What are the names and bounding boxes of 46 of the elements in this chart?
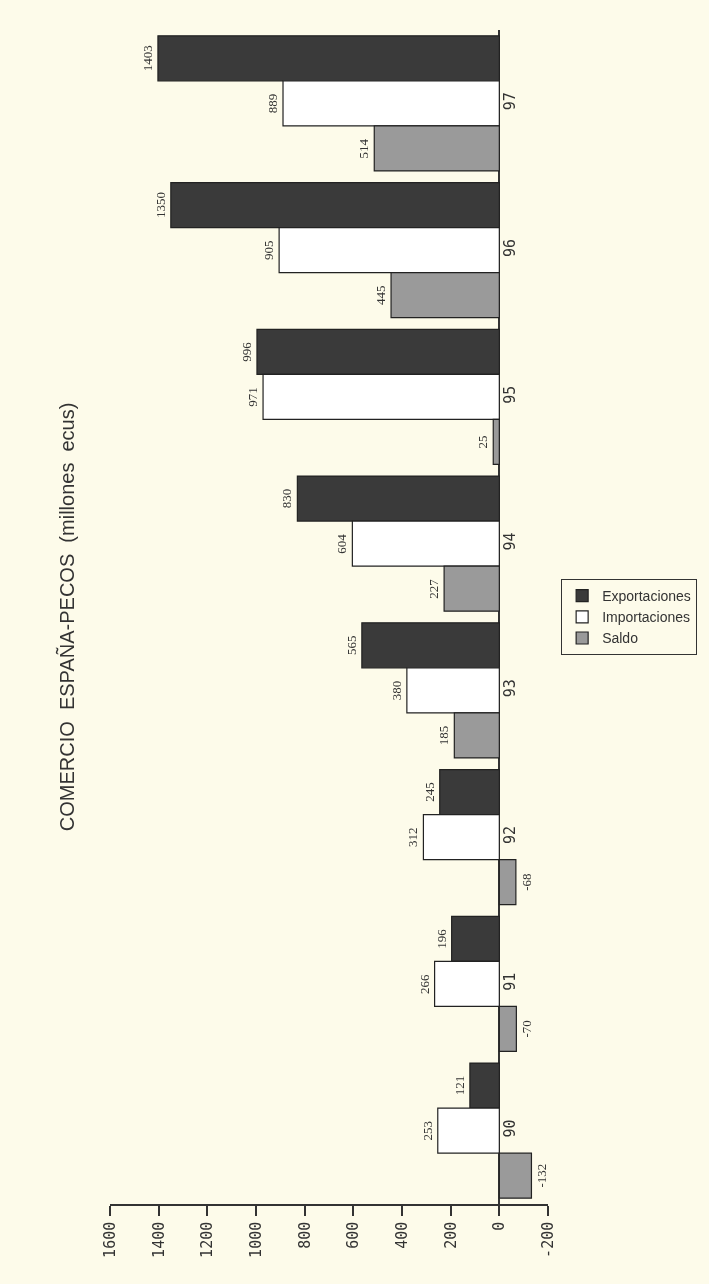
data-label: 514 — [356, 138, 372, 159]
y-tick-label: 94 — [501, 532, 520, 551]
legend-label: Exportaciones — [602, 588, 691, 605]
data-label: 1403 — [139, 45, 155, 72]
data-label: 971 — [245, 387, 261, 407]
data-label: 196 — [433, 928, 449, 949]
x-tick-label: 200 — [441, 1221, 460, 1249]
data-label: 380 — [388, 680, 404, 701]
text: COMERCIO ESPAÑA-PECOS (millones ecus) — [55, 402, 79, 832]
legend-label: Saldo — [602, 630, 639, 647]
data-label: -132 — [534, 1163, 550, 1188]
y-tick-label: 97 — [501, 92, 520, 111]
y-tick-label: 91 — [501, 972, 520, 991]
y-tick-label: 96 — [501, 238, 520, 257]
data-label: 227 — [426, 578, 442, 599]
x-tick-label: 1600 — [100, 1221, 119, 1258]
y-tick-label: 90 — [501, 1119, 520, 1138]
data-label: 905 — [261, 240, 277, 260]
x-tick-label: 400 — [392, 1221, 411, 1249]
data-label: 121 — [451, 1075, 467, 1096]
data-label: 185 — [436, 725, 452, 746]
data-label: 565 — [343, 635, 359, 656]
y-tick-label: 95 — [501, 385, 520, 404]
data-label: -68 — [518, 873, 534, 891]
x-tick-label: 0 — [490, 1221, 509, 1231]
x-tick-label: 1200 — [198, 1221, 217, 1258]
data-label: 1350 — [152, 192, 168, 219]
data-label: 830 — [279, 488, 295, 509]
data-label: 889 — [265, 93, 281, 114]
y-tick-label: 92 — [501, 825, 520, 844]
data-label: 253 — [419, 1120, 435, 1141]
legend-label: Importaciones — [602, 609, 691, 626]
data-label: 25 — [475, 435, 491, 449]
data-label: -70 — [519, 1020, 535, 1038]
data-label: 312 — [405, 827, 421, 847]
y-tick-label: 93 — [501, 679, 520, 698]
data-label: 245 — [421, 782, 437, 802]
x-tick-label: -200 — [538, 1221, 557, 1258]
x-tick-label: 800 — [295, 1221, 314, 1249]
x-tick-label: 1000 — [246, 1221, 265, 1258]
x-tick-label: 600 — [344, 1221, 363, 1249]
data-label: 445 — [373, 285, 389, 305]
x-tick-label: 1400 — [149, 1221, 168, 1258]
data-label: 266 — [416, 973, 432, 994]
data-label: 604 — [334, 533, 350, 554]
data-label: 996 — [238, 341, 254, 362]
